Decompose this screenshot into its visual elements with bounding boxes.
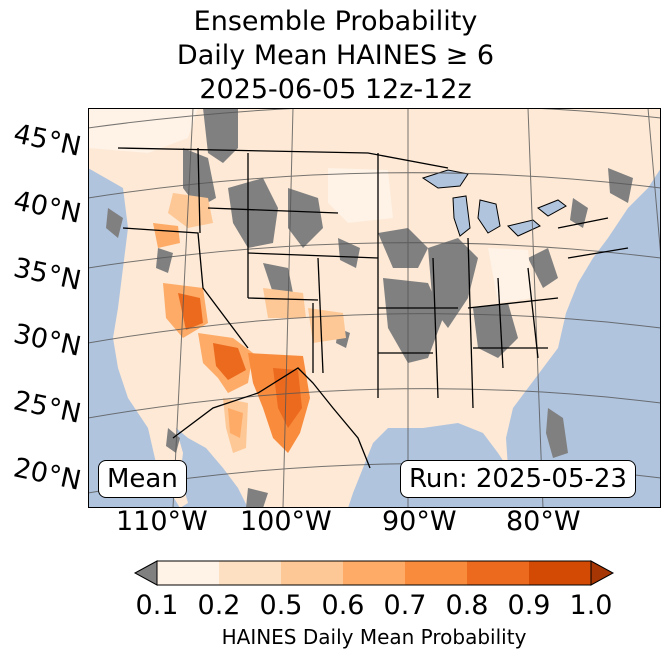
lat-label-40: 40°N: [10, 185, 84, 230]
lon-label-110w: 110°W: [116, 506, 208, 537]
colorbar-over-triangle: [590, 560, 615, 586]
great-lakes: [421, 169, 567, 237]
lon-label-80w: 80°W: [506, 506, 581, 537]
colorbar-bin-0.2-0.5: [219, 561, 282, 585]
lat-label-45: 45°N: [10, 118, 84, 163]
lon-label-100w: 100°W: [240, 506, 332, 537]
map-frame: [88, 108, 661, 508]
mean-badge: Mean: [98, 460, 187, 498]
map-panel: Mean Run: 2025-05-23: [88, 108, 661, 508]
colorbar-tick-1.0: 1.0: [569, 590, 613, 621]
lat-label-20: 20°N: [10, 452, 84, 497]
colorbar-bins: [157, 561, 592, 585]
title-line-2: Daily Mean HAINES ≥ 6: [176, 40, 495, 71]
gray-areas: [106, 108, 633, 508]
colorbar: [133, 560, 615, 586]
borders: [117, 147, 629, 469]
colorbar-label: HAINES Daily Mean Probability: [221, 625, 527, 649]
colorbar-under-triangle: [133, 560, 158, 586]
colorbar-tick-0.5: 0.5: [259, 590, 303, 621]
colorbar-bin-0.6-0.7: [343, 561, 406, 585]
lon-label-90w: 90°W: [382, 506, 457, 537]
colorbar-bin-0.5-0.6: [281, 561, 344, 585]
colorbar-tick-0.1: 0.1: [135, 590, 179, 621]
colorbar-bin-0.9-1.0: [529, 561, 592, 585]
colorbar-tick-0.9: 0.9: [507, 590, 551, 621]
probability-areas: [88, 108, 533, 453]
lat-label-30: 30°N: [10, 318, 84, 363]
title-line-3: 2025-06-05 12z-12z: [199, 74, 472, 105]
colorbar-bin-0.7-0.8: [405, 561, 468, 585]
colorbar-tick-0.2: 0.2: [197, 590, 241, 621]
run-date-badge: Run: 2025-05-23: [400, 460, 636, 498]
colorbar-tick-0.6: 0.6: [321, 590, 365, 621]
lat-label-35: 35°N: [10, 252, 84, 297]
colorbar-tick-0.7: 0.7: [383, 590, 427, 621]
colorbar-bin-0.8-0.9: [467, 561, 530, 585]
graticule: [88, 108, 661, 508]
title-line-1: Ensemble Probability: [193, 6, 478, 37]
lat-label-25: 25°N: [10, 385, 84, 430]
colorbar-bin-0.1-0.2: [157, 561, 220, 585]
colorbar-outline: [156, 560, 592, 586]
colorbar-tick-0.8: 0.8: [445, 590, 489, 621]
map-canvas: [88, 108, 661, 508]
